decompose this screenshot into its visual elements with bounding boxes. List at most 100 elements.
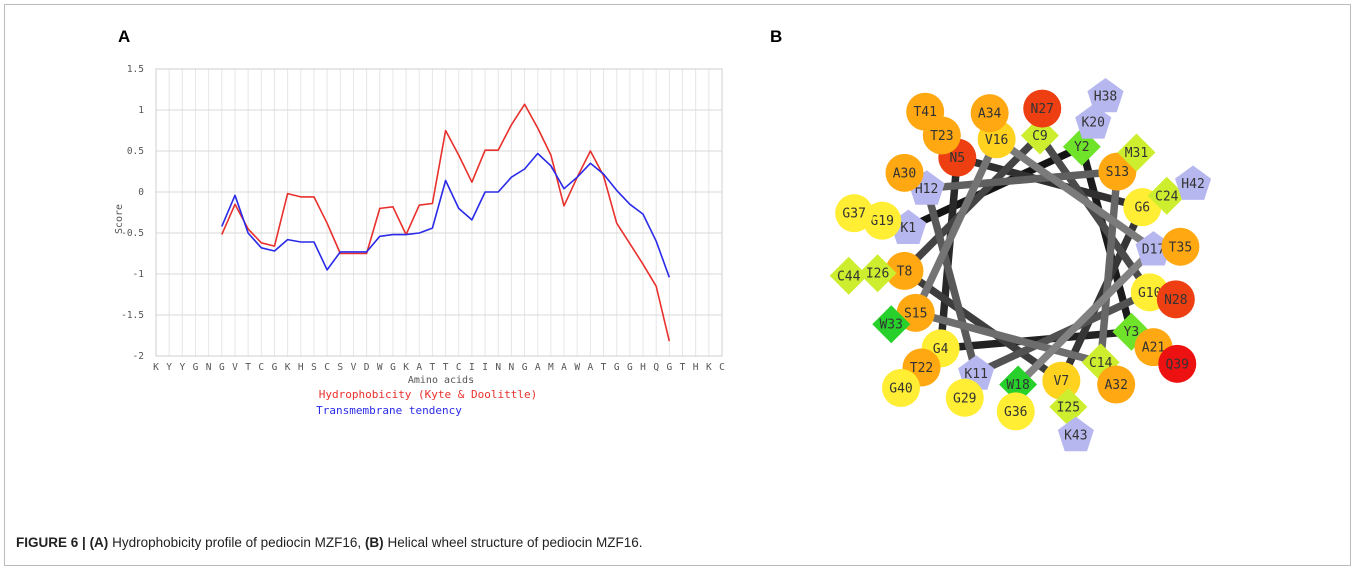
- residue-label: S13: [1106, 165, 1129, 180]
- residue-n27: N27: [1023, 89, 1062, 128]
- residue-label: N28: [1164, 293, 1187, 308]
- x-tick-label: Q: [653, 362, 659, 373]
- residue-marker: [1156, 280, 1195, 319]
- residue-label: H12: [915, 182, 938, 197]
- residue-label: N5: [949, 151, 965, 166]
- x-tick-label: M: [548, 362, 554, 373]
- residue-label: T8: [897, 264, 913, 279]
- y-tick-label: 1: [138, 105, 144, 116]
- residue-label: K1: [900, 221, 916, 236]
- residue-label: K20: [1081, 116, 1104, 131]
- residue-label: S15: [904, 306, 927, 321]
- residue-marker: [1097, 365, 1136, 404]
- x-tick-label: Y: [166, 362, 172, 373]
- residue-i25: I25: [1049, 387, 1088, 426]
- residue-marker: [872, 305, 911, 344]
- residue-s13: S13: [1098, 152, 1137, 191]
- x-tick-label: V: [351, 362, 357, 373]
- x-tick-label: C: [456, 362, 462, 373]
- caption-figure-number: FIGURE 6 |: [16, 535, 86, 550]
- wheel-bond: [972, 288, 1154, 378]
- residue-marker: [858, 254, 897, 293]
- residue-a30: A30: [885, 153, 924, 192]
- residue-marker: [970, 94, 1009, 133]
- x-tick-label: H: [298, 362, 304, 373]
- y-tick-labels: 1.5 1 0.5 0 -0.5 -1 -1.5 -2: [121, 64, 144, 362]
- residue-g40: G40: [882, 368, 921, 407]
- residue-label: Y2: [1074, 140, 1090, 155]
- x-tick-label: S: [311, 362, 317, 373]
- residue-marker: [1112, 312, 1151, 351]
- residue-g37: G37: [835, 194, 874, 233]
- residue-marker: [906, 92, 945, 131]
- y-tick-label: -0.5: [121, 228, 144, 239]
- residue-label: K11: [964, 367, 987, 382]
- residue-marker: [885, 251, 924, 290]
- plot-border: [155, 68, 723, 357]
- series-line-hydrophobicity: [221, 103, 671, 342]
- helical-wheel: K1 Y2 Y3 G4 N5 G6 V7 T8 C9 G10 K11 H12 S13 C14 S15 V16 D…: [829, 78, 1212, 452]
- wheel-bond: [1014, 245, 1158, 389]
- residue-label: G36: [1004, 405, 1027, 420]
- residue-label: G37: [842, 207, 865, 222]
- y-tick-label: -1.5: [121, 310, 144, 321]
- residue-marker: [882, 368, 921, 407]
- residue-label: V16: [985, 133, 1008, 148]
- residue-label: G10: [1138, 286, 1161, 301]
- residue-label: W33: [879, 318, 902, 333]
- residue-label: I25: [1057, 400, 1080, 415]
- wheel-bonds: [900, 131, 1158, 389]
- residue-n28: N28: [1156, 280, 1195, 319]
- x-tick-label: G: [614, 362, 620, 373]
- residue-i26: I26: [858, 254, 897, 293]
- residue-label: H38: [1094, 89, 1117, 104]
- x-tick-label: G: [390, 362, 396, 373]
- x-tick-label: N: [206, 362, 212, 373]
- residue-q39: Q39: [1158, 344, 1197, 383]
- caption-a-text: Hydrophobicity profile of pediocin MZF16…: [108, 535, 365, 550]
- residue-marker: [1049, 387, 1088, 426]
- x-tick-label: W: [574, 362, 580, 373]
- x-tick-label: G: [272, 362, 278, 373]
- residue-label: W18: [1006, 378, 1029, 393]
- x-axis-label: Amino acids: [408, 375, 474, 386]
- residue-label: G40: [889, 381, 912, 396]
- x-tick-label: G: [627, 362, 633, 373]
- residue-label: M31: [1125, 146, 1148, 161]
- residue-marker: [1117, 133, 1156, 172]
- wheel-residues: K1 Y2 Y3 G4 N5 G6 V7 T8 C9 G10 K11 H12 S13 C14 S15 V16 D…: [829, 78, 1212, 452]
- y-tick-label: 1.5: [127, 64, 144, 75]
- x-tick-label: Y: [179, 362, 185, 373]
- residue-d17: D17: [1135, 231, 1172, 266]
- residue-t35: T35: [1161, 227, 1200, 266]
- residue-t8: T8: [885, 251, 924, 290]
- caption-a-tag: (A): [89, 535, 109, 550]
- residue-label: C14: [1089, 356, 1113, 371]
- x-tick-label: G: [219, 362, 225, 373]
- residue-t41: T41: [906, 92, 945, 131]
- residue-c9: C9: [1020, 116, 1059, 155]
- residue-label: Q39: [1166, 357, 1189, 372]
- residue-c24: C24: [1147, 176, 1186, 215]
- x-tick-label: H: [693, 362, 699, 373]
- residue-label: G19: [870, 214, 893, 229]
- residue-label: C24: [1155, 189, 1179, 204]
- x-tick-label: I: [482, 362, 488, 373]
- x-tick-label: G: [666, 362, 672, 373]
- residue-label: H42: [1181, 177, 1204, 192]
- residue-marker: [1075, 104, 1112, 139]
- residue-k43: K43: [1057, 416, 1094, 452]
- x-tick-label: N: [509, 362, 515, 373]
- residue-marker: [1057, 416, 1094, 452]
- chart-series: [221, 103, 671, 342]
- residue-label: C44: [837, 269, 861, 284]
- residue-label: C9: [1032, 129, 1048, 144]
- residue-marker: [1020, 116, 1059, 155]
- residue-v7: V7: [1042, 361, 1081, 400]
- legend-hydrophobicity: Hydrophobicity (Kyte & Doolittle): [319, 388, 538, 401]
- wheel-bond: [911, 309, 1105, 367]
- wheel-bond: [922, 167, 1122, 193]
- residue-m31: M31: [1117, 133, 1156, 172]
- residue-marker: [1135, 231, 1172, 266]
